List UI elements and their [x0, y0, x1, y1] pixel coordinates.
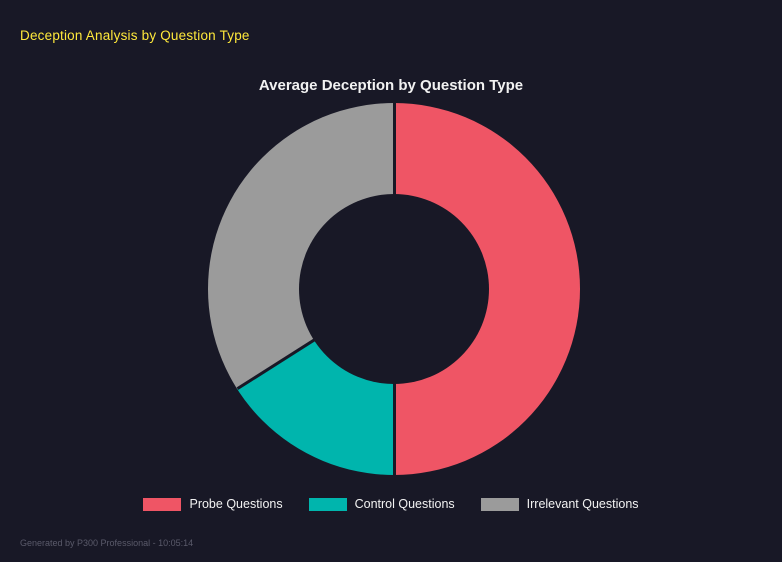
- legend-item[interactable]: Probe Questions: [143, 497, 283, 511]
- legend-label: Control Questions: [354, 497, 455, 511]
- legend-swatch: [143, 497, 182, 511]
- footer-text: Generated by P300 Professional - 10:05:1…: [20, 538, 194, 548]
- chart-legend: Probe Questions Control Questions Irreleva…: [0, 497, 782, 511]
- donut-hole: [299, 194, 489, 384]
- legend-item[interactable]: Control Questions: [308, 497, 455, 511]
- donut-chart-area: [208, 103, 580, 475]
- page-title: Deception Analysis by Question Type: [20, 28, 250, 43]
- legend-swatch: [480, 497, 519, 511]
- donut-chart-card: Average Deception by Question Type Probe…: [0, 60, 782, 530]
- chart-title: Average Deception by Question Type: [258, 77, 524, 94]
- legend-label: Irrelevant Questions: [526, 497, 639, 511]
- legend-swatch: [308, 497, 347, 511]
- legend-item[interactable]: Irrelevant Questions: [480, 497, 639, 511]
- legend-label: Probe Questions: [189, 497, 283, 511]
